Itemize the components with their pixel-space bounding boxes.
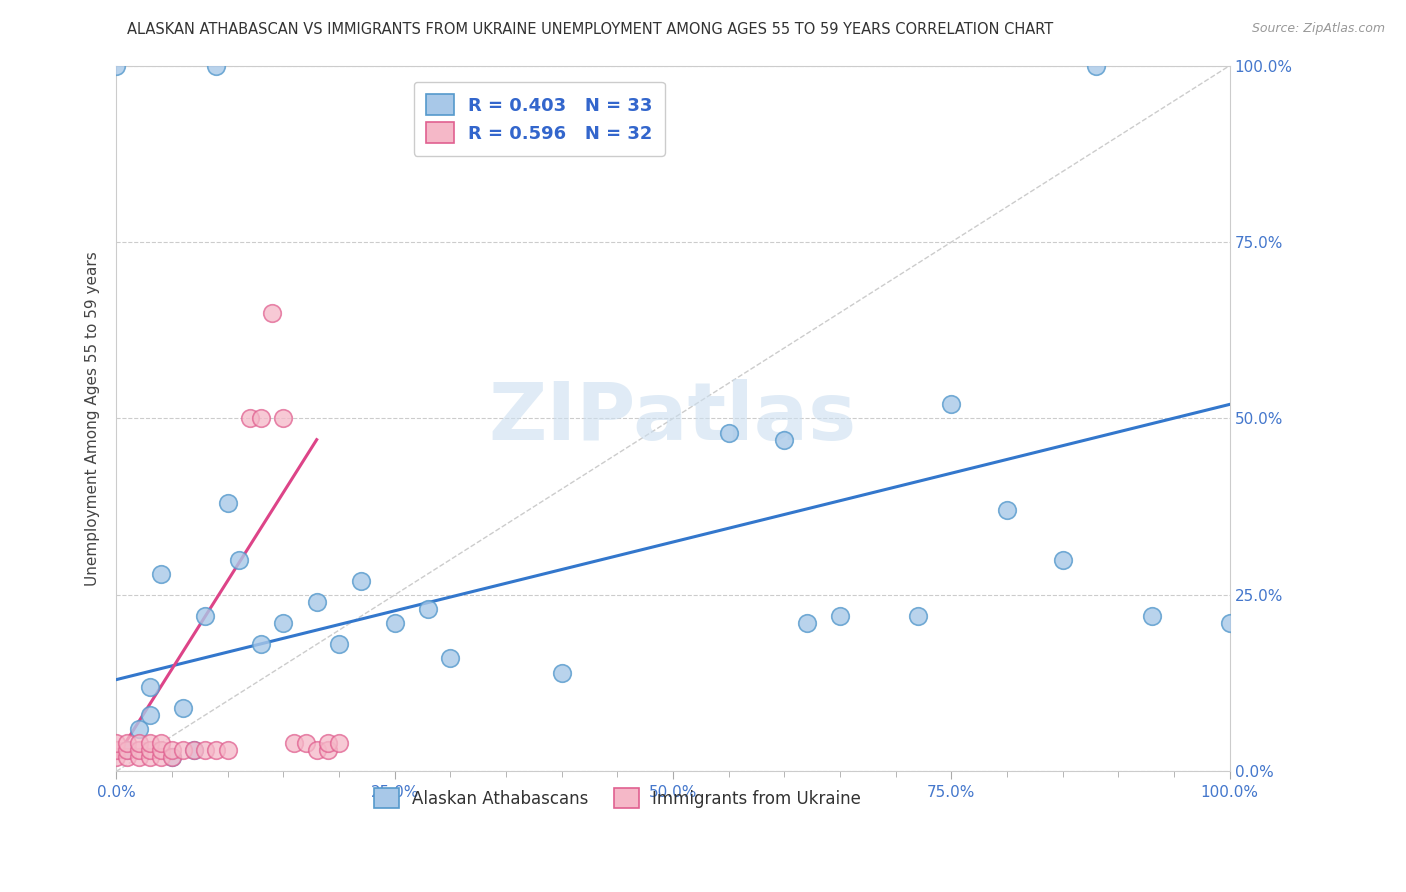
Point <box>217 743 239 757</box>
Point <box>1140 609 1163 624</box>
Point <box>149 743 172 757</box>
Point <box>294 736 316 750</box>
Point <box>117 743 139 757</box>
Point <box>271 616 294 631</box>
Point <box>194 609 217 624</box>
Point <box>194 743 217 757</box>
Point <box>907 609 929 624</box>
Text: ZIPatlas: ZIPatlas <box>489 379 858 458</box>
Point <box>328 637 350 651</box>
Point <box>283 736 305 750</box>
Point <box>117 750 139 764</box>
Point <box>160 743 183 757</box>
Point <box>717 425 740 440</box>
Text: ALASKAN ATHABASCAN VS IMMIGRANTS FROM UKRAINE UNEMPLOYMENT AMONG AGES 55 TO 59 Y: ALASKAN ATHABASCAN VS IMMIGRANTS FROM UK… <box>128 22 1053 37</box>
Point <box>138 680 160 694</box>
Point <box>828 609 851 624</box>
Point <box>138 750 160 764</box>
Point <box>183 743 205 757</box>
Point <box>316 736 339 750</box>
Point <box>941 397 963 411</box>
Point <box>796 616 818 631</box>
Point <box>172 701 194 715</box>
Point <box>160 750 183 764</box>
Point <box>117 736 139 750</box>
Point <box>205 743 228 757</box>
Point <box>128 736 150 750</box>
Point <box>105 736 128 750</box>
Point <box>250 637 273 651</box>
Legend: Alaskan Athabascans, Immigrants from Ukraine: Alaskan Athabascans, Immigrants from Ukr… <box>366 780 869 816</box>
Point <box>305 595 328 609</box>
Point <box>1085 59 1108 73</box>
Point <box>328 736 350 750</box>
Point <box>128 750 150 764</box>
Point <box>149 750 172 764</box>
Point <box>149 566 172 581</box>
Point <box>128 722 150 736</box>
Point <box>1219 616 1241 631</box>
Point <box>995 503 1018 517</box>
Point <box>205 59 228 73</box>
Point <box>271 411 294 425</box>
Point <box>149 736 172 750</box>
Point <box>138 707 160 722</box>
Point <box>105 743 128 757</box>
Point <box>117 743 139 757</box>
Y-axis label: Unemployment Among Ages 55 to 59 years: Unemployment Among Ages 55 to 59 years <box>86 252 100 586</box>
Point <box>183 743 205 757</box>
Point <box>160 750 183 764</box>
Point <box>217 496 239 510</box>
Point <box>416 602 439 616</box>
Point <box>239 411 262 425</box>
Point <box>384 616 406 631</box>
Point <box>172 743 194 757</box>
Point <box>105 750 128 764</box>
Point <box>305 743 328 757</box>
Point <box>1052 552 1074 566</box>
Point <box>128 743 150 757</box>
Point <box>250 411 273 425</box>
Text: Source: ZipAtlas.com: Source: ZipAtlas.com <box>1251 22 1385 36</box>
Point <box>350 574 373 588</box>
Point <box>550 665 572 680</box>
Point <box>316 743 339 757</box>
Point <box>138 736 160 750</box>
Point <box>105 59 128 73</box>
Point <box>262 305 284 319</box>
Point <box>228 552 250 566</box>
Point <box>773 433 796 447</box>
Point <box>439 651 461 665</box>
Point <box>138 743 160 757</box>
